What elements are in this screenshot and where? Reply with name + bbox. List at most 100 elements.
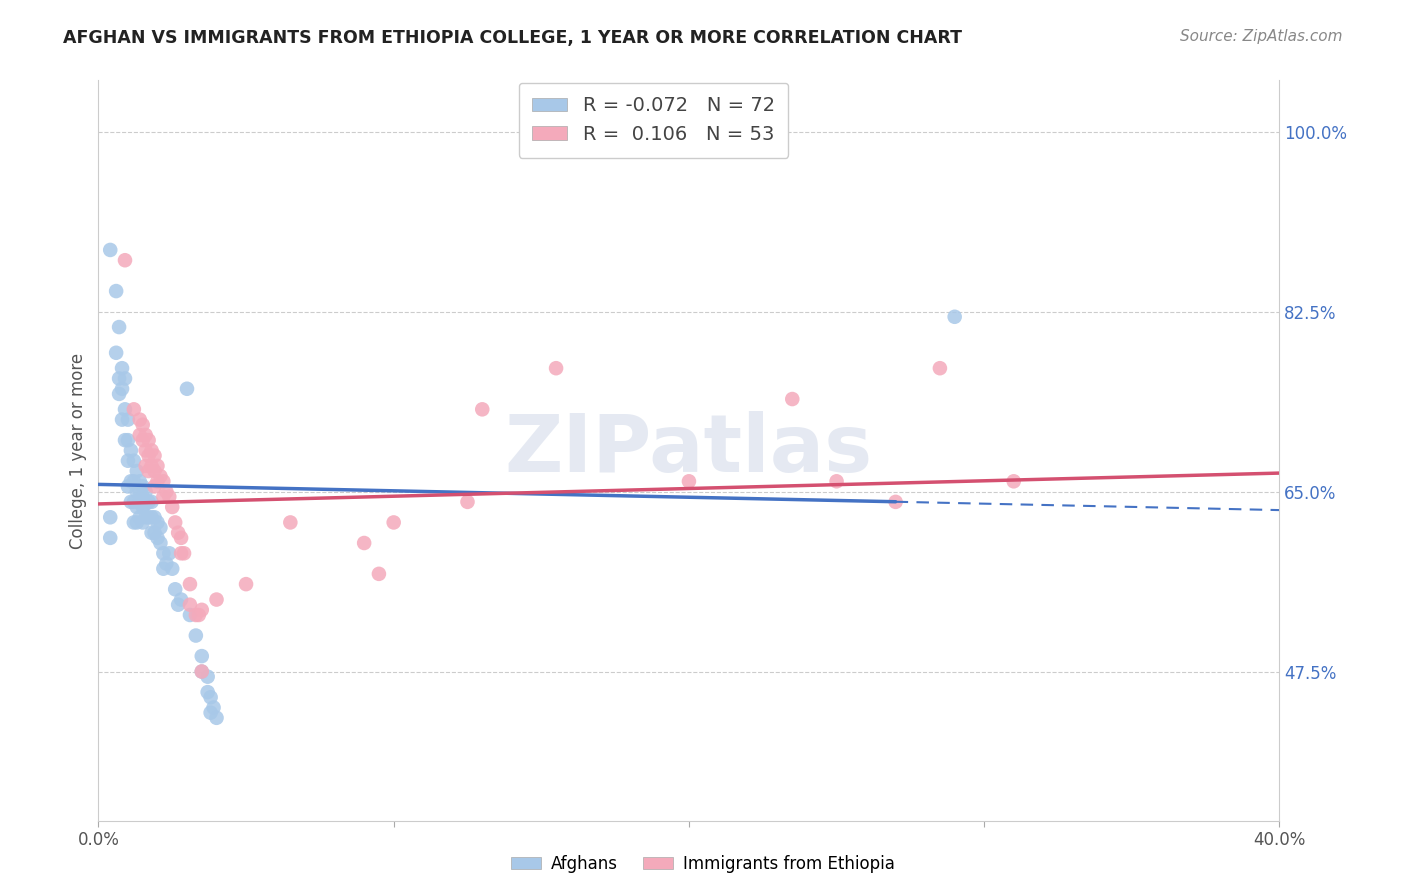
Point xyxy=(128,428,150,442)
Point xyxy=(280,516,302,530)
Point xyxy=(152,562,174,576)
Point xyxy=(187,607,209,622)
Point xyxy=(105,345,128,359)
Point xyxy=(138,449,160,463)
Point xyxy=(167,525,190,540)
Point xyxy=(157,490,180,504)
Point xyxy=(929,361,952,376)
Point xyxy=(205,711,228,725)
Point xyxy=(471,402,494,417)
Point xyxy=(825,475,848,489)
Point xyxy=(162,562,183,576)
Point xyxy=(152,475,174,489)
Point xyxy=(132,490,155,504)
Point xyxy=(98,243,121,257)
Point xyxy=(128,475,150,489)
Legend: R = -0.072   N = 72, R =  0.106   N = 53: R = -0.072 N = 72, R = 0.106 N = 53 xyxy=(519,83,789,158)
Point xyxy=(382,516,405,530)
Point xyxy=(120,475,142,489)
Point xyxy=(155,557,177,571)
Point xyxy=(678,475,700,489)
Point xyxy=(132,433,155,447)
Point xyxy=(138,495,160,509)
Point xyxy=(122,495,145,509)
Point xyxy=(184,628,207,642)
Point xyxy=(108,371,131,385)
Point xyxy=(141,510,163,524)
Point xyxy=(108,320,131,334)
Point xyxy=(197,670,219,684)
Point xyxy=(120,443,142,458)
Point xyxy=(111,361,134,376)
Point xyxy=(141,525,163,540)
Point xyxy=(135,428,157,442)
Point xyxy=(125,464,148,478)
Point xyxy=(179,577,201,591)
Point xyxy=(122,516,145,530)
Point xyxy=(117,412,139,426)
Point xyxy=(122,475,145,489)
Point xyxy=(128,510,150,524)
Point xyxy=(114,402,136,417)
Point xyxy=(368,566,391,581)
Point xyxy=(117,479,139,493)
Point xyxy=(179,607,201,622)
Point xyxy=(152,546,174,560)
Point xyxy=(546,361,568,376)
Point xyxy=(165,582,187,597)
Point xyxy=(135,443,157,458)
Point xyxy=(191,665,214,679)
Point xyxy=(122,402,145,417)
Point xyxy=(146,475,169,489)
Point xyxy=(132,500,155,514)
Point xyxy=(149,520,172,534)
Point xyxy=(157,546,180,560)
Point xyxy=(143,449,166,463)
Point xyxy=(884,495,907,509)
Point xyxy=(149,536,172,550)
Point xyxy=(170,592,193,607)
Point xyxy=(125,516,148,530)
Point xyxy=(108,387,131,401)
Point xyxy=(114,371,136,385)
Point xyxy=(155,484,177,499)
Point xyxy=(146,516,169,530)
Y-axis label: College, 1 year or more: College, 1 year or more xyxy=(69,352,87,549)
Point xyxy=(138,433,160,447)
Point xyxy=(132,417,155,432)
Point xyxy=(141,458,163,473)
Point xyxy=(152,490,174,504)
Point xyxy=(114,433,136,447)
Point xyxy=(143,464,166,478)
Point xyxy=(117,454,139,468)
Point xyxy=(197,685,219,699)
Point xyxy=(235,577,257,591)
Point xyxy=(141,443,163,458)
Point xyxy=(162,500,183,514)
Point xyxy=(143,525,166,540)
Point xyxy=(184,607,207,622)
Point xyxy=(170,531,193,545)
Point xyxy=(141,495,163,509)
Point xyxy=(457,495,479,509)
Point xyxy=(782,392,804,406)
Text: Source: ZipAtlas.com: Source: ZipAtlas.com xyxy=(1180,29,1343,44)
Point xyxy=(98,510,121,524)
Point xyxy=(132,516,155,530)
Point xyxy=(128,484,150,499)
Point xyxy=(179,598,201,612)
Point xyxy=(135,484,157,499)
Point xyxy=(191,665,214,679)
Point xyxy=(120,495,142,509)
Point xyxy=(173,546,195,560)
Point xyxy=(200,706,222,720)
Point xyxy=(135,510,157,524)
Point xyxy=(170,546,193,560)
Point xyxy=(117,433,139,447)
Point xyxy=(202,700,225,714)
Point xyxy=(138,510,160,524)
Point xyxy=(176,382,198,396)
Point xyxy=(191,603,214,617)
Point xyxy=(114,253,136,268)
Point xyxy=(205,592,228,607)
